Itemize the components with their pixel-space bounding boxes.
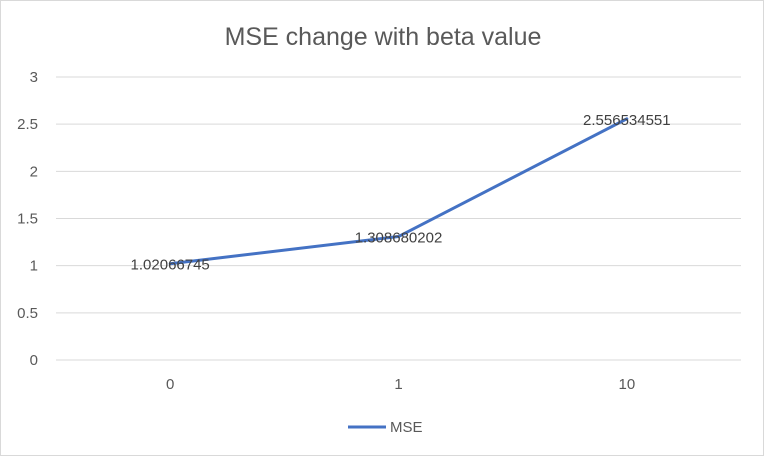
data-labels: 1.02066745 1.308680202 2.556534551: [131, 112, 671, 274]
legend-label: MSE: [390, 419, 423, 436]
series-line-mse: [168, 117, 629, 266]
data-label: 1.02066745: [131, 257, 210, 274]
y-tick-label: 1: [30, 258, 38, 275]
legend: MSE: [348, 419, 423, 436]
chart-title: MSE change with beta value: [225, 23, 542, 51]
y-tick-label: 0: [30, 352, 38, 369]
y-tick-label: 2.5: [17, 116, 38, 133]
y-tick-label: 3: [30, 69, 38, 86]
data-label: 1.308680202: [355, 230, 443, 247]
x-axis-ticks: 0 1 10: [166, 376, 635, 393]
data-label: 2.556534551: [583, 112, 671, 129]
y-tick-label: 1.5: [17, 211, 38, 228]
series-lines: [168, 117, 629, 266]
y-tick-label: 2: [30, 163, 38, 180]
gridlines: [56, 76, 741, 361]
y-tick-label: 0.5: [17, 305, 38, 322]
x-tick-label: 10: [618, 376, 635, 393]
y-axis-ticks: 0 0.5 1 1.5 2 2.5 3: [17, 69, 38, 369]
x-tick-label: 1: [394, 376, 402, 393]
x-tick-label: 0: [166, 376, 174, 393]
